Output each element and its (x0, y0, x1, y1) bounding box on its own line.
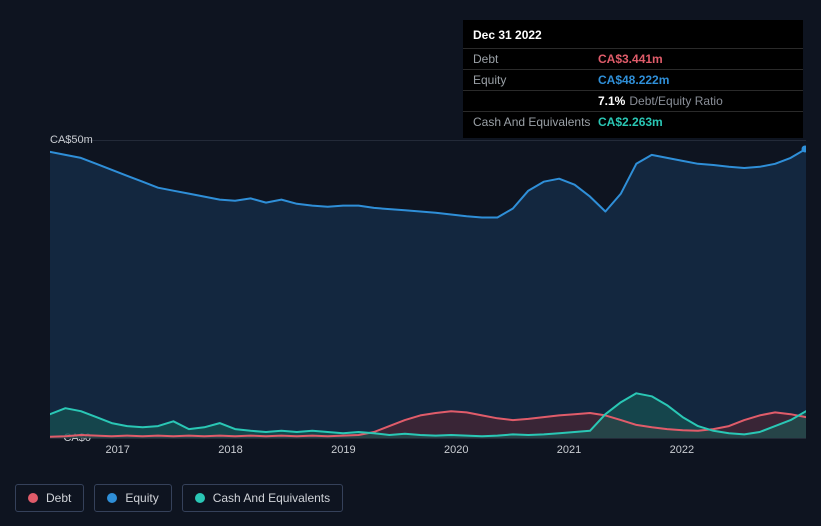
plot-area[interactable]: CA$50mCA$0 (50, 140, 806, 438)
swatch-equity (107, 493, 117, 503)
x-axis-label: 2018 (218, 444, 242, 456)
chart-root: Dec 31 2022 Debt CA$3.441m Equity CA$48.… (0, 0, 821, 526)
legend-item-cash[interactable]: Cash And Equivalents (182, 484, 343, 512)
area-equity (50, 149, 806, 438)
tooltip-ratio-suffix: Debt/Equity Ratio (629, 94, 722, 108)
legend-label-equity: Equity (125, 491, 158, 505)
swatch-debt (28, 493, 38, 503)
legend-label-debt: Debt (46, 491, 71, 505)
x-axis-label: 2019 (331, 444, 355, 456)
gridline (50, 438, 806, 439)
legend-item-equity[interactable]: Equity (94, 484, 171, 512)
tooltip-label-ratio (473, 94, 598, 108)
legend-item-debt[interactable]: Debt (15, 484, 84, 512)
x-axis-label: 2020 (444, 444, 468, 456)
tooltip-panel: Dec 31 2022 Debt CA$3.441m Equity CA$48.… (463, 20, 803, 138)
series-svg (50, 140, 806, 438)
tooltip-value-ratio: 7.1% Debt/Equity Ratio (598, 94, 723, 108)
tooltip-ratio-number: 7.1% (598, 94, 625, 108)
x-axis-label: 2022 (670, 444, 694, 456)
tooltip-label-cash: Cash And Equivalents (473, 115, 598, 129)
legend: Debt Equity Cash And Equivalents (15, 484, 343, 512)
tooltip-value-debt: CA$3.441m (598, 52, 663, 66)
tooltip-date: Dec 31 2022 (463, 26, 803, 48)
tooltip-value-cash: CA$2.263m (598, 115, 663, 129)
tooltip-row-equity: Equity CA$48.222m (463, 69, 803, 90)
tooltip-row-ratio: 7.1% Debt/Equity Ratio (463, 90, 803, 111)
tooltip-label-equity: Equity (473, 73, 598, 87)
x-axis-label: 2017 (105, 444, 129, 456)
chart-area: CA$50mCA$0 2017 2018 2019 2020 2021 2022 (15, 130, 806, 466)
swatch-cash (195, 493, 205, 503)
tooltip-row-cash: Cash And Equivalents CA$2.263m (463, 111, 803, 132)
tooltip-label-debt: Debt (473, 52, 598, 66)
x-axis-label: 2021 (557, 444, 581, 456)
tooltip-row-debt: Debt CA$3.441m (463, 48, 803, 69)
tooltip-value-equity: CA$48.222m (598, 73, 669, 87)
x-axis: 2017 2018 2019 2020 2021 2022 (50, 444, 806, 458)
legend-label-cash: Cash And Equivalents (213, 491, 330, 505)
